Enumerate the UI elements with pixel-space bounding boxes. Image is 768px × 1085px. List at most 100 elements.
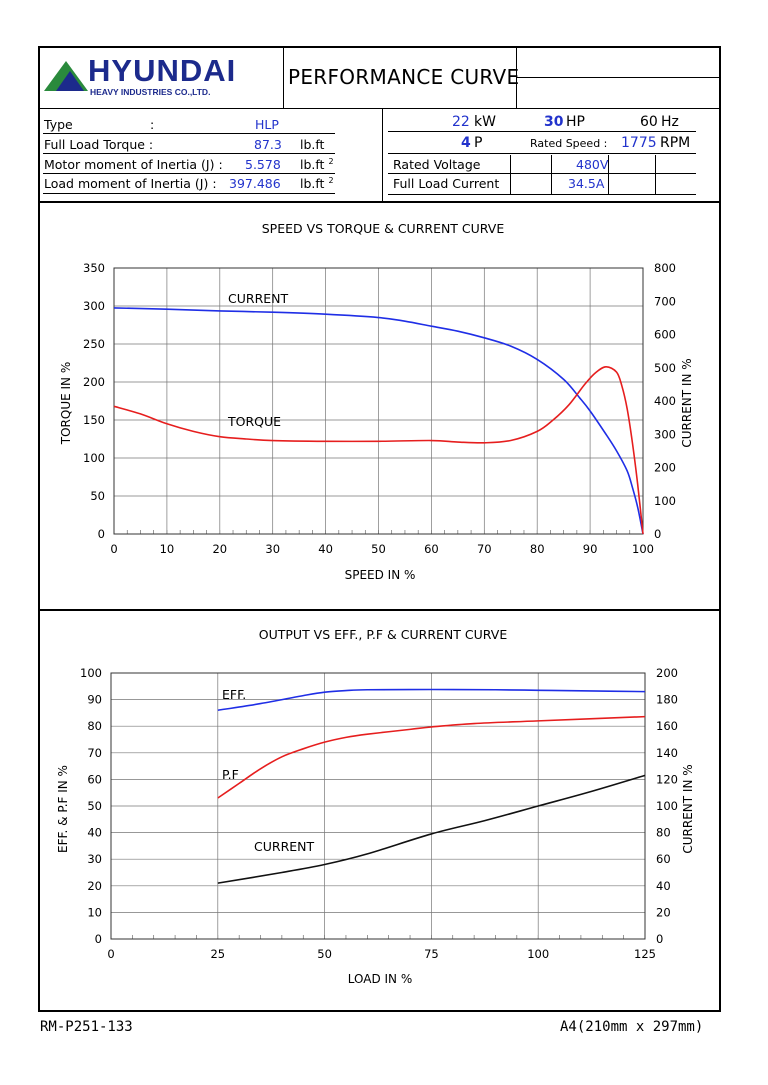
hyundai-triangle-icon: [44, 61, 88, 91]
y-tick-label: 250: [83, 337, 105, 351]
chart1-title: SPEED VS TORQUE & CURRENT CURVE: [262, 221, 505, 236]
y-tick-label: 10: [87, 905, 102, 919]
series-line-eff: [217, 688, 646, 712]
y-tick-label: 200: [83, 375, 105, 389]
y2-tick-label: 800: [654, 261, 676, 275]
spec-rated-speed-unit: RPM: [660, 135, 691, 151]
x-tick-label: 60: [424, 542, 439, 556]
x-tick-label: 50: [371, 542, 386, 556]
paper-size-note: A4(210mm x 297mm): [560, 1019, 704, 1035]
y2-tick-label: 120: [656, 772, 678, 786]
chart2-title: OUTPUT VS EFF., P.F & CURRENT CURVE: [259, 627, 508, 642]
chart2-y2label: CURRENT IN %: [681, 764, 695, 853]
spec-motor-inertia-unit: lb.ft 2: [300, 157, 334, 173]
y-tick-label: 90: [87, 693, 102, 707]
spec-rated-speed-label: Rated Speed :: [530, 137, 608, 150]
series-line-p-f: [217, 715, 646, 799]
x-tick-label: 10: [160, 542, 175, 556]
x-tick-label: 100: [632, 542, 654, 556]
series-line-current: [217, 774, 646, 884]
x-tick-label: 125: [634, 947, 656, 961]
y2-tick-label: 300: [654, 427, 676, 441]
spec-kw-value: 22: [452, 114, 470, 130]
spec-type-label: Type: [44, 117, 73, 132]
x-tick-label: 40: [318, 542, 333, 556]
spec-hp-value: 30: [544, 114, 564, 130]
y2-tick-label: 700: [654, 294, 676, 308]
spec-pole-value: 4: [461, 135, 471, 151]
x-tick-label: 0: [107, 947, 114, 961]
spec-rated-speed-value: 1775: [621, 135, 657, 151]
y2-tick-label: 80: [656, 826, 671, 840]
y2-tick-label: 100: [654, 494, 676, 508]
spec-type-sep: :: [150, 117, 155, 132]
spec-full-load-current-value: 34.5A: [568, 176, 605, 191]
y-tick-label: 0: [98, 527, 105, 541]
chart1-xlabel: SPEED IN %: [345, 568, 416, 582]
chart2-grid: [110, 672, 646, 940]
x-tick-label: 100: [527, 947, 549, 961]
spec-rated-voltage-label: Rated Voltage: [393, 157, 481, 172]
x-tick-label: 30: [265, 542, 280, 556]
spec-torque-value: 87.3: [254, 137, 282, 152]
series-line-torque: [113, 366, 644, 535]
x-tick-label: 80: [530, 542, 545, 556]
plot-frame: [110, 672, 646, 940]
chart2-annotation-eff: EFF.: [222, 687, 246, 702]
x-tick-label: 50: [317, 947, 332, 961]
chart1-grid: [113, 267, 644, 535]
y2-tick-label: 500: [654, 361, 676, 375]
y-tick-label: 150: [83, 413, 105, 427]
brand-subtitle: HEAVY INDUSTRIES CO.,LTD.: [90, 87, 211, 97]
y2-tick-label: 180: [656, 693, 678, 707]
spec-pole-unit: P: [474, 135, 483, 151]
chart2-series: [217, 688, 646, 884]
chart1-annotation-current: CURRENT: [228, 291, 288, 306]
spec-load-inertia-value: 397.486: [229, 176, 281, 191]
chart2-ylabel: EFF. & P.F IN %: [56, 765, 70, 853]
y-tick-label: 20: [87, 879, 102, 893]
y-tick-label: 50: [87, 799, 102, 813]
spec-torque-unit: lb.ft: [300, 137, 325, 152]
spec-load-inertia-label: Load moment of Inertia (J) :: [44, 176, 217, 191]
y2-tick-label: 200: [656, 666, 678, 680]
chart2-annotation-current: CURRENT: [254, 839, 314, 854]
x-tick-label: 25: [210, 947, 225, 961]
y-tick-label: 80: [87, 719, 102, 733]
y2-tick-label: 140: [656, 746, 678, 760]
spec-load-inertia-unit: lb.ft 2: [300, 176, 334, 192]
y-tick-label: 50: [90, 489, 105, 503]
chart1-ylabel: TORQUE IN %: [59, 362, 73, 445]
y2-tick-label: 200: [654, 461, 676, 475]
y-tick-label: 350: [83, 261, 105, 275]
y-tick-label: 60: [87, 772, 102, 786]
chart2-ticks: 0 25 50 75 100 125010203040506070809010002040…: [80, 666, 678, 961]
x-tick-label: 20: [212, 542, 227, 556]
spec-hz-unit: Hz: [661, 114, 679, 130]
datasheet-frame: [38, 46, 721, 1012]
y2-tick-label: 160: [656, 719, 678, 733]
y-tick-label: 40: [87, 826, 102, 840]
y2-tick-label: 0: [656, 932, 663, 946]
output-eff-pf-current-chart: OUTPUT VS EFF., P.F & CURRENT CURVE 0 25 5…: [56, 627, 695, 986]
y-tick-label: 100: [80, 666, 102, 680]
chart2-xlabel: LOAD IN %: [348, 972, 413, 986]
chart1-ticks: 0 10 20 30 40 50 60 70 80 90 100050100150200250300…: [83, 261, 676, 556]
speed-torque-current-chart: SPEED VS TORQUE & CURRENT CURVE 0 10 20 30 4…: [59, 221, 694, 582]
y2-tick-label: 600: [654, 328, 676, 342]
plot-frame: [113, 267, 644, 535]
x-tick-label: 70: [477, 542, 492, 556]
spec-torque-label: Full Load Torque :: [44, 137, 154, 152]
y2-tick-label: 400: [654, 394, 676, 408]
y-tick-label: 30: [87, 852, 102, 866]
y-tick-label: 0: [95, 932, 102, 946]
brand-name: HYUNDAI: [88, 53, 237, 88]
page-title: PERFORMANCE CURVE: [288, 65, 520, 89]
y2-tick-label: 20: [656, 905, 671, 919]
chart1-series: [113, 307, 644, 535]
y2-tick-label: 60: [656, 852, 671, 866]
y2-tick-label: 100: [656, 799, 678, 813]
y-tick-label: 100: [83, 451, 105, 465]
brand-logo: HYUNDAI HEAVY INDUSTRIES CO.,LTD.: [44, 53, 274, 101]
spec-type-value: HLP: [255, 117, 279, 132]
